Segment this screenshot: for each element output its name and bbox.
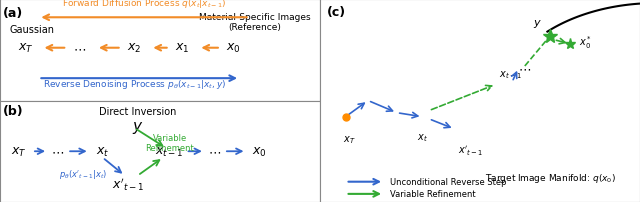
Text: $\cdots$: $\cdots$ — [208, 145, 221, 158]
Text: $x_T$: $x_T$ — [18, 42, 33, 55]
Text: $x_1$: $x_1$ — [175, 42, 189, 55]
Text: $x_0^*$: $x_0^*$ — [579, 34, 592, 51]
Text: Gaussian: Gaussian — [10, 25, 54, 35]
Text: (a): (a) — [3, 7, 24, 20]
Text: $p_\theta(x'_{t-1}|x_t)$: $p_\theta(x'_{t-1}|x_t)$ — [59, 167, 108, 180]
Text: (c): (c) — [326, 6, 346, 19]
Text: $x_0$: $x_0$ — [226, 42, 241, 55]
Text: $x_t$: $x_t$ — [96, 145, 109, 158]
Text: $x_{t-1}$: $x_{t-1}$ — [499, 69, 522, 81]
Text: Forward Diffusion Process $q(x_t|x_{t-1})$: Forward Diffusion Process $q(x_t|x_{t-1}… — [62, 0, 226, 10]
Text: (b): (b) — [3, 104, 24, 117]
Text: $x_T$: $x_T$ — [12, 145, 27, 158]
Text: Variable Refinement: Variable Refinement — [390, 189, 476, 198]
Text: $x'_{t-1}$: $x'_{t-1}$ — [112, 176, 144, 192]
Text: $y$: $y$ — [533, 18, 542, 30]
Text: Variable
Refinement: Variable Refinement — [146, 133, 195, 153]
Text: Direct Inversion: Direct Inversion — [99, 106, 176, 116]
Text: $x_t$: $x_t$ — [417, 131, 428, 143]
Text: $\cdots$: $\cdots$ — [51, 145, 64, 158]
Text: $x'_{t-1}$: $x'_{t-1}$ — [458, 143, 483, 157]
Text: Material-Specific Images
(Reference): Material-Specific Images (Reference) — [199, 13, 310, 32]
Text: $x_0$: $x_0$ — [252, 145, 267, 158]
Text: Reverse Denoising Process $p_\theta(x_{t-1}|x_t, y)$: Reverse Denoising Process $p_\theta(x_{t… — [43, 78, 226, 91]
Text: $y$: $y$ — [132, 119, 143, 135]
Text: $\cdots$: $\cdots$ — [518, 62, 531, 75]
Text: $x_2$: $x_2$ — [127, 42, 141, 55]
Text: Unconditional Reverse Step: Unconditional Reverse Step — [390, 177, 507, 186]
Text: Target Image Manifold: $q(x_0)$: Target Image Manifold: $q(x_0)$ — [485, 171, 616, 184]
Text: $\cdots$: $\cdots$ — [74, 42, 86, 55]
Text: $x_T$: $x_T$ — [342, 133, 355, 145]
Text: $x_{t-1}$: $x_{t-1}$ — [156, 145, 184, 158]
